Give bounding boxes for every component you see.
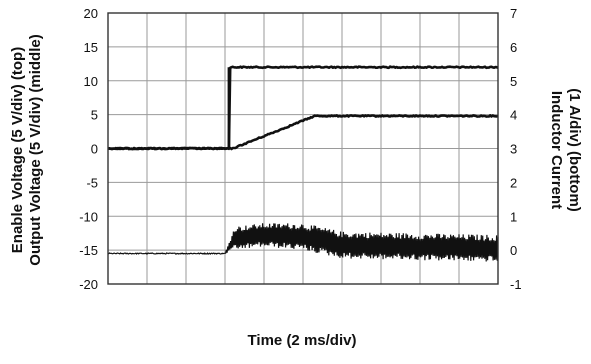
left-axis-title-1: Enable Voltage (5 V/div) (top) [9,47,26,253]
right-tick-label: 4 [510,108,517,123]
right-axis-ticks: 7 6 5 4 3 2 1 0 -1 [510,6,522,292]
left-tick-label: -20 [79,277,98,292]
right-axis-title-2: (1 A/div) (bottom) [566,88,583,212]
left-tick-label: 5 [91,108,98,123]
left-tick-label: 0 [91,142,98,157]
right-tick-label: 0 [510,243,517,258]
left-tick-label: 15 [84,40,98,55]
left-tick-label: -10 [79,209,98,224]
left-tick-label: -5 [86,175,98,190]
grid [108,13,498,284]
left-tick-label: 20 [84,6,98,21]
right-tick-label: 6 [510,40,517,55]
right-tick-label: 2 [510,175,517,190]
traces [107,65,499,262]
left-tick-label: 10 [84,74,98,89]
right-tick-label: 7 [510,6,517,21]
right-tick-label: 3 [510,142,517,157]
plot-frame [107,12,499,285]
left-axis-ticks: 20 15 10 5 0 -5 -10 -15 -20 [79,6,98,292]
output-voltage-trace [107,114,499,151]
x-axis-title: Time (2 ms/div) [248,332,357,349]
left-axis-title-2: Output Voltage (5 V/div) (middle) [27,34,44,265]
right-axis-title-1: Inductor Current [548,91,565,209]
left-tick-label: -15 [79,243,98,258]
right-tick-label: 1 [510,209,517,224]
inductor-current-trace [108,223,499,262]
right-tick-label: 5 [510,74,517,89]
right-tick-label: -1 [510,277,522,292]
